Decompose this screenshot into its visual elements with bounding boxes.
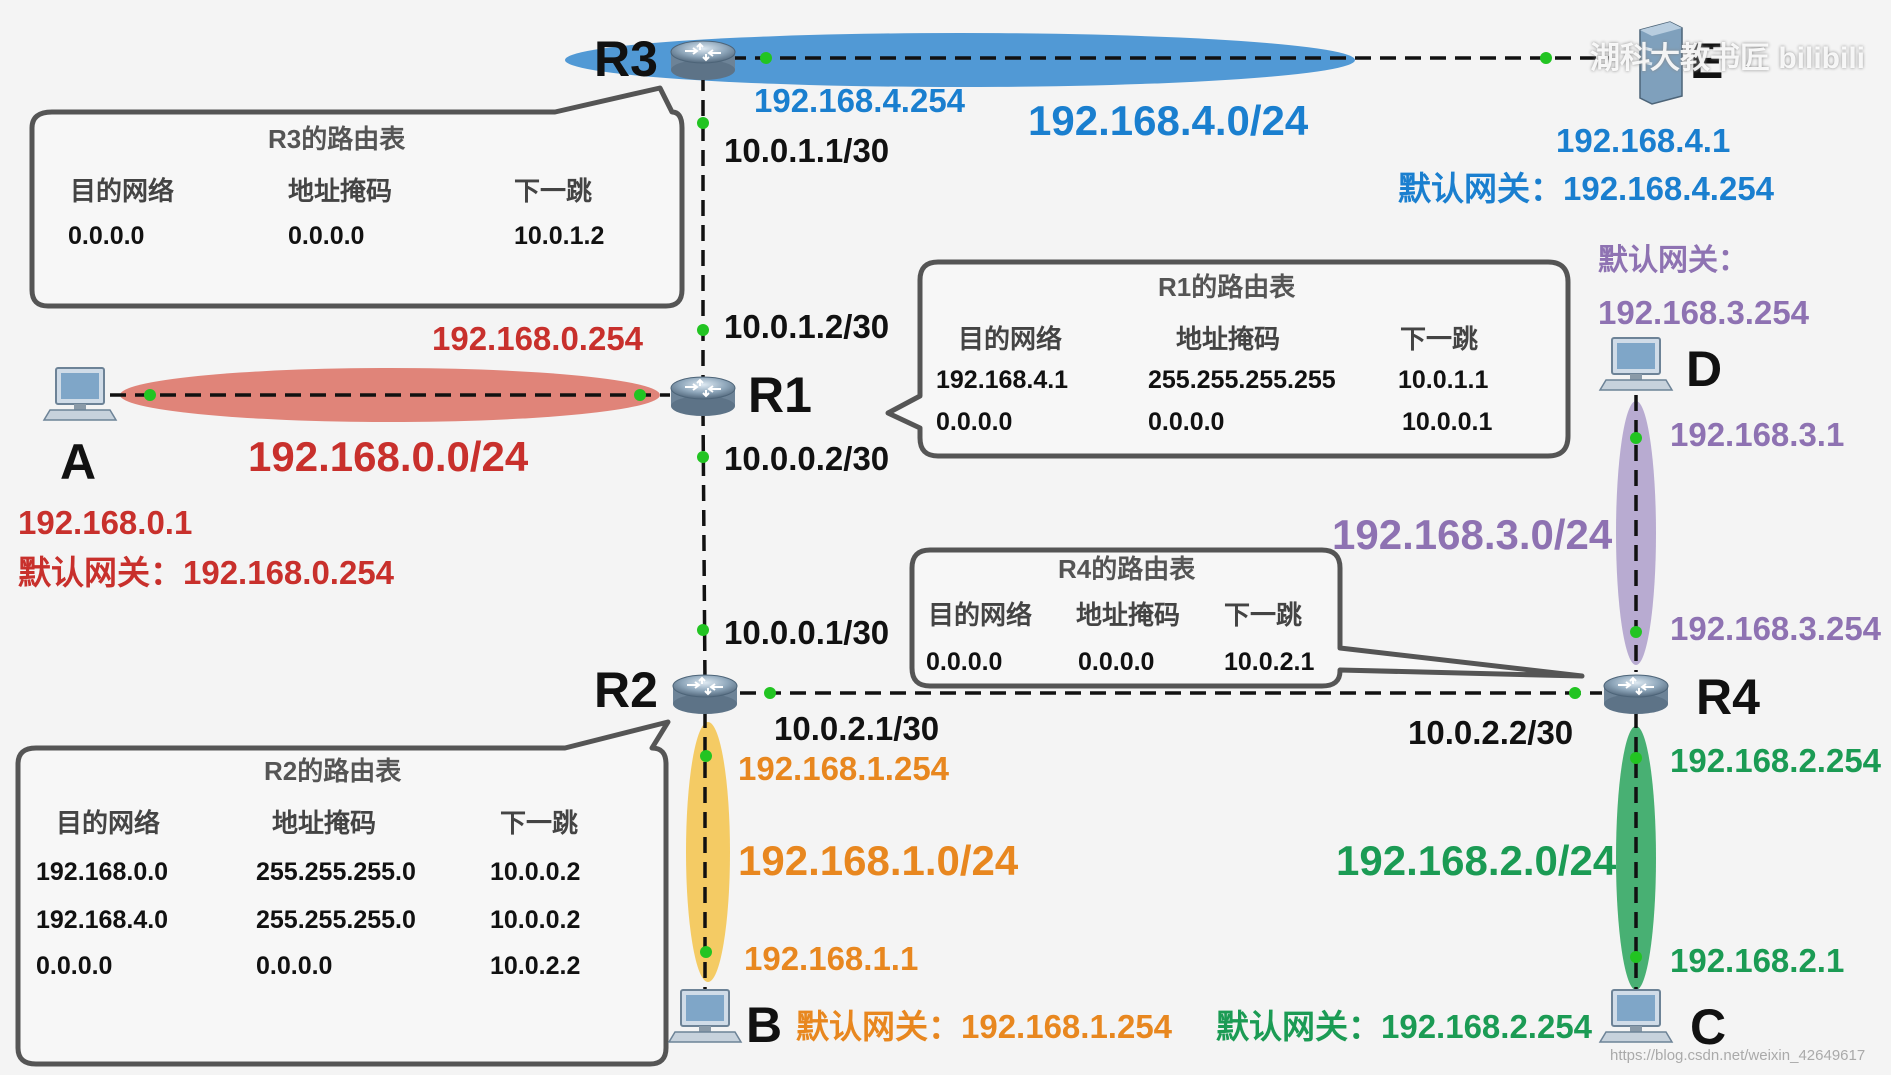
r1-table-cell: 0.0.0.0 (1148, 408, 1225, 436)
r4-table-cell: 10.0.2.1 (1224, 648, 1315, 676)
host-d-label: D (1686, 341, 1723, 397)
host-e-gateway: 默认网关：192.168.4.254 (1398, 170, 1775, 207)
ip-r4-to-r2: 10.0.2.2/30 (1408, 714, 1574, 751)
network-ellipse-192-168-2 (1616, 726, 1656, 990)
callout-r2 (15, 719, 671, 1067)
ip-r4-lan2: 192.168.2.254 (1670, 742, 1882, 779)
host-c-label: C (1690, 999, 1727, 1055)
network-label-192-168-3: 192.168.3.0/24 (1332, 511, 1613, 558)
router-r3-label: R3 (594, 31, 658, 87)
host-e-ip: 192.168.4.1 (1556, 122, 1731, 159)
r4-table-header-next: 下一跳 (1224, 600, 1303, 630)
host-b-gateway: 默认网关：192.168.1.254 (796, 1008, 1173, 1045)
r3-table-cell: 10.0.1.2 (514, 222, 605, 250)
router-r1-label: R1 (748, 367, 812, 423)
r4-table-title: R4的路由表 (1058, 554, 1196, 584)
computer-icon[interactable] (43, 367, 117, 421)
r2-table-cell: 0.0.0.0 (36, 952, 113, 980)
host-a-ip: 192.168.0.1 (18, 504, 193, 541)
network-ellipse-192-168-1 (686, 722, 730, 982)
router-icon[interactable] (1603, 674, 1669, 715)
host-d-gateway: 192.168.3.254 (1598, 294, 1810, 331)
r4-table-cell: 0.0.0.0 (926, 648, 1003, 676)
r2-table-cell: 10.0.0.2 (490, 906, 581, 934)
callout-r4 (909, 547, 1585, 689)
r1-table-header-mask: 地址掩码 (1176, 324, 1281, 354)
router-icon[interactable] (672, 674, 738, 715)
r2-table-cell: 255.255.255.0 (256, 906, 416, 934)
r1-table-title: R1的路由表 (1158, 272, 1296, 302)
r3-table-header-dest: 目的网络 (70, 176, 175, 206)
network-label-192-168-4: 192.168.4.0/24 (1028, 97, 1309, 144)
network-label-192-168-1: 192.168.1.0/24 (738, 837, 1019, 884)
r1-table-header-next: 下一跳 (1400, 324, 1479, 354)
ip-r4-lan3: 192.168.3.254 (1670, 610, 1882, 647)
host-c-gateway: 默认网关：192.168.2.254 (1216, 1008, 1593, 1045)
r2-table-header-dest: 目的网络 (56, 808, 161, 838)
ip-r2-to-r1: 10.0.0.1/30 (724, 614, 890, 651)
r2-table-cell: 255.255.255.0 (256, 858, 416, 886)
r3-table-title: R3的路由表 (268, 124, 406, 154)
r2-table-header-mask: 地址掩码 (272, 808, 377, 838)
host-a-label: A (60, 434, 97, 490)
r3-table-cell: 0.0.0.0 (68, 222, 145, 250)
router-icon[interactable] (670, 40, 736, 81)
r2-table-cell: 192.168.0.0 (36, 858, 169, 886)
watermark: 湖科大教书匠 bilibili (1590, 42, 1865, 75)
r2-table-cell: 0.0.0.0 (256, 952, 333, 980)
r1-table-cell: 255.255.255.255 (1148, 366, 1336, 394)
ip-r1-to-r3: 10.0.1.2/30 (724, 308, 890, 345)
r2-table-title: R2的路由表 (264, 756, 402, 786)
r1-table-cell: 10.0.0.1 (1402, 408, 1493, 436)
callout-r3 (29, 85, 685, 309)
computer-icon[interactable] (668, 989, 742, 1043)
computer-icon[interactable] (1599, 337, 1673, 391)
network-label-192-168-0: 192.168.0.0/24 (248, 433, 529, 480)
ip-r3-wan: 10.0.1.1/30 (724, 132, 890, 169)
host-e-label: E (1690, 33, 1724, 89)
host-d-gateway-label: 默认网关： (1598, 244, 1748, 277)
link-r1-r2 (701, 409, 707, 686)
callout-r1 (885, 259, 1571, 459)
host-a-gateway: 默认网关：192.168.0.254 (18, 554, 395, 591)
r2-table-cell: 10.0.2.2 (490, 952, 581, 980)
server-icon[interactable] (1639, 21, 1683, 105)
router-icon[interactable] (670, 376, 736, 417)
ip-r2-to-r4: 10.0.2.1/30 (774, 710, 940, 747)
r4-table-cell: 0.0.0.0 (1078, 648, 1155, 676)
r2-table-header-next: 下一跳 (500, 808, 579, 838)
host-b-ip: 192.168.1.1 (744, 940, 919, 977)
r1-table-cell: 192.168.4.1 (936, 366, 1069, 394)
network-label-192-168-2: 192.168.2.0/24 (1336, 837, 1617, 884)
ip-r3-lan: 192.168.4.254 (754, 82, 966, 119)
r1-table-cell: 10.0.1.1 (1398, 366, 1489, 394)
r4-table-header-dest: 目的网络 (928, 600, 1033, 630)
host-b-label: B (746, 997, 783, 1053)
r1-table-header-dest: 目的网络 (958, 324, 1063, 354)
host-d-ip: 192.168.3.1 (1670, 416, 1845, 453)
ip-r2-lan: 192.168.1.254 (738, 750, 950, 787)
r3-table-cell: 0.0.0.0 (288, 222, 365, 250)
ip-r1-to-r2: 10.0.0.2/30 (724, 440, 890, 477)
computer-icon[interactable] (1599, 989, 1673, 1043)
ip-r1-lan: 192.168.0.254 (432, 320, 644, 357)
router-r2-label: R2 (594, 662, 658, 718)
r1-table-cell: 0.0.0.0 (936, 408, 1013, 436)
r2-table-cell: 192.168.4.0 (36, 906, 169, 934)
r4-table-header-mask: 地址掩码 (1076, 600, 1181, 630)
network-ellipse-192-168-4 (565, 33, 1355, 87)
r2-table-cell: 10.0.0.2 (490, 858, 581, 886)
r3-table-header-mask: 地址掩码 (288, 176, 393, 206)
r3-table-header-next: 下一跳 (514, 176, 593, 206)
router-r4-label: R4 (1696, 669, 1760, 725)
url-watermark: https://blog.csdn.net/weixin_42649617 (1610, 1047, 1866, 1064)
host-c-ip: 192.168.2.1 (1670, 942, 1845, 979)
